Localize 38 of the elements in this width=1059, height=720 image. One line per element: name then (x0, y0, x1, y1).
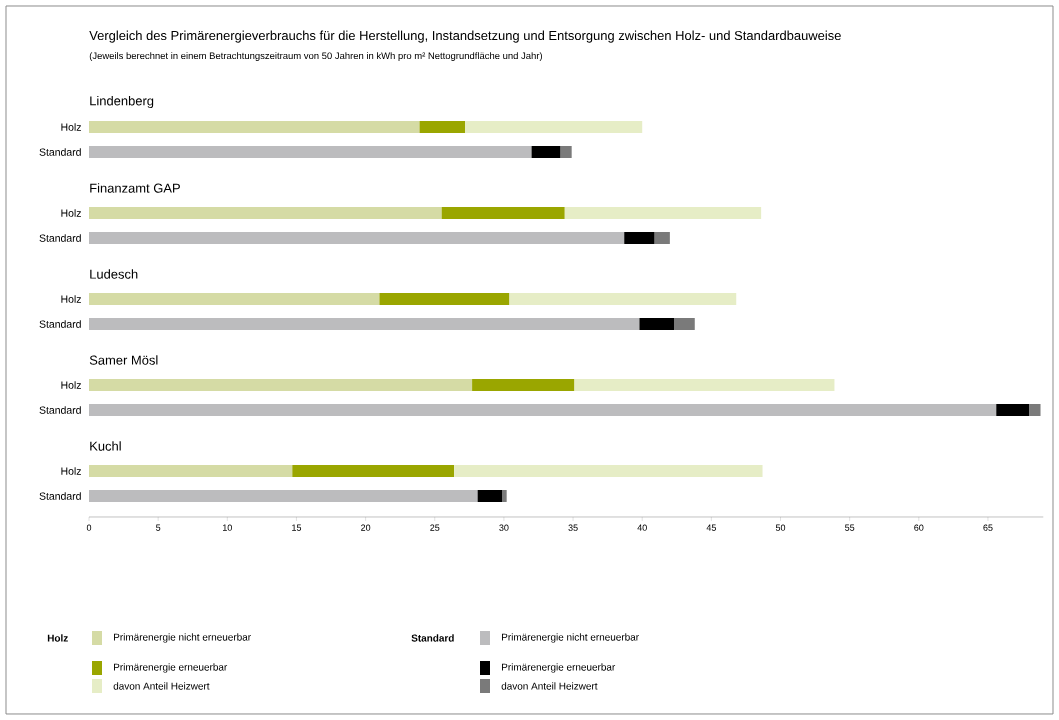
legend-label: Primärenergie erneuerbar (502, 663, 616, 673)
x-tick-label: 20 (361, 524, 371, 531)
y-tick-label: Holz (61, 381, 81, 389)
chart-title: Vergleich des Primärenergieverbrauchs für die Herstellung, Instandsetzung und Entsorgung zwischen Holz- und Standardbauweise (89, 30, 841, 43)
y-tick-label: Holz (61, 123, 81, 131)
chart-subtitle: (Jeweils berechnet in einem Betrachtungszeitraum von 50 Jahren in kWh pro m² Nettogrundfläche und Jahr) (89, 52, 543, 61)
x-tick-label: 50 (775, 524, 786, 531)
y-tick-label: Holz (61, 209, 81, 217)
y-tick-label: Standard (39, 148, 81, 156)
legend-label: Primärenergie erneuerbar (114, 663, 228, 673)
x-tick-label: 45 (706, 524, 716, 531)
x-tick-label: 40 (637, 524, 647, 531)
y-tick-label: Holz (61, 295, 81, 303)
x-tick-label: 5 (156, 524, 161, 531)
x-tick-label: 30 (499, 524, 509, 531)
legend-label: davon Anteil Heizwert (113, 682, 210, 690)
y-tick-label: Holz (61, 467, 81, 475)
x-tick-label: 55 (845, 524, 855, 531)
x-tick-label: 10 (223, 524, 232, 531)
annotation: Kuchl (90, 441, 121, 451)
x-tick-label: 25 (430, 524, 440, 531)
category-label: Standard (411, 634, 454, 642)
legend-label: davon Anteil Heizwert (501, 682, 598, 690)
y-tick-label: Standard (39, 492, 81, 500)
legend-label: Primärenergie nicht erneuerbar (114, 633, 251, 643)
y-tick-label: Standard (39, 234, 81, 242)
x-tick-label: 35 (568, 524, 578, 531)
x-tick-label: 60 (914, 524, 924, 531)
annotation: Ludesch (90, 269, 138, 279)
legend-label: Primärenergie nicht erneuerbar (502, 633, 639, 643)
x-tick-label: 65 (983, 524, 993, 531)
annotation: Lindenberg (90, 95, 154, 109)
y-tick-label: Standard (39, 406, 81, 414)
annotation: Finanzamt GAP (90, 183, 180, 193)
y-tick-label: Standard (39, 320, 81, 328)
annotation: Samer Mösl (89, 355, 158, 365)
x-tick-label: 0 (86, 524, 92, 531)
x-tick-label: 15 (292, 524, 302, 531)
